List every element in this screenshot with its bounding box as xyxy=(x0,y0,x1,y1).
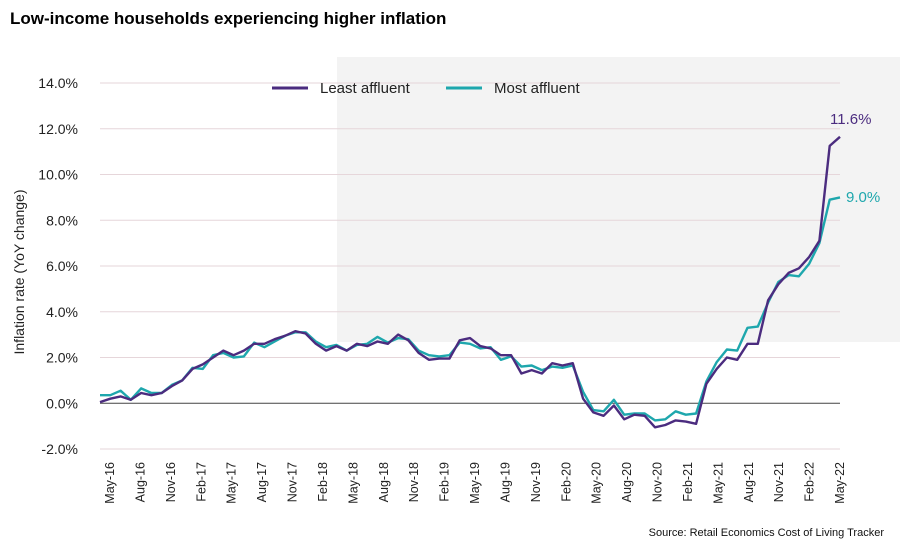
series-line-most-affluent xyxy=(100,196,841,422)
x-tick-label: May-21 xyxy=(711,462,725,504)
x-tick-label: Nov-19 xyxy=(529,462,543,502)
x-tick-label: Nov-16 xyxy=(164,462,178,502)
shaded-region xyxy=(337,57,900,342)
y-tick-label: 4.0% xyxy=(46,304,78,320)
x-tick-label: Nov-21 xyxy=(772,462,786,502)
legend: Least affluent Most affluent xyxy=(272,80,580,97)
legend-label-most-affluent: Most affluent xyxy=(494,80,580,97)
y-tick-label: 14.0% xyxy=(38,75,78,91)
y-tick-label: 0.0% xyxy=(46,395,78,411)
x-tick-label: Feb-21 xyxy=(681,462,695,502)
y-tick-label: -2.0% xyxy=(41,441,78,457)
legend-label-least-affluent: Least affluent xyxy=(320,80,411,97)
x-tick-label: May-19 xyxy=(468,462,482,504)
y-axis-label: Inflation rate (YoY change) xyxy=(11,189,27,354)
x-tick-label: Feb-19 xyxy=(438,462,452,502)
x-tick-label: Aug-16 xyxy=(133,462,147,502)
x-tick-label: May-18 xyxy=(346,462,360,504)
x-tick-label: Feb-18 xyxy=(316,462,330,502)
y-tick-label: 10.0% xyxy=(38,167,78,183)
y-tick-label: 8.0% xyxy=(46,212,78,228)
x-tick-label: May-16 xyxy=(103,462,117,504)
source-note: Source: Retail Economics Cost of Living … xyxy=(648,527,884,539)
x-tick-label: Nov-18 xyxy=(407,462,421,502)
x-tick-label: May-17 xyxy=(225,462,239,504)
x-tick-label: May-22 xyxy=(833,462,847,504)
x-tick-label: Aug-17 xyxy=(255,462,269,502)
x-tick-label: Nov-17 xyxy=(286,462,300,502)
x-tick-label: Feb-17 xyxy=(194,462,208,502)
x-axis-ticks: May-16 Aug-16 Nov-16 Feb-17 May-17 Aug-17 Nov-… xyxy=(103,462,847,504)
y-tick-label: 12.0% xyxy=(38,121,78,137)
x-tick-label: Feb-20 xyxy=(559,462,573,502)
x-tick-label: Feb-22 xyxy=(803,462,817,502)
x-tick-label: Aug-19 xyxy=(498,462,512,502)
gridlines xyxy=(100,82,840,450)
chart-title: Low-income households experiencing highe… xyxy=(10,9,447,28)
end-label-most-affluent: 9.0% xyxy=(846,189,880,206)
x-tick-label: Aug-18 xyxy=(377,462,391,502)
y-axis-ticks: 14.0% 12.0% 10.0% 8.0% 6.0% 4.0% 2.0% 0.0% -2.0% xyxy=(38,75,78,457)
x-tick-label: Aug-21 xyxy=(742,462,756,502)
end-label-least-affluent: 11.6% xyxy=(830,111,871,128)
x-tick-label: May-20 xyxy=(590,462,604,504)
series-lines xyxy=(99,135,841,429)
y-tick-label: 2.0% xyxy=(46,350,78,366)
y-tick-label: 6.0% xyxy=(46,258,78,274)
x-tick-label: Nov-20 xyxy=(651,462,665,502)
x-tick-label: Aug-20 xyxy=(620,462,634,502)
series-line-least-affluent xyxy=(99,135,841,429)
